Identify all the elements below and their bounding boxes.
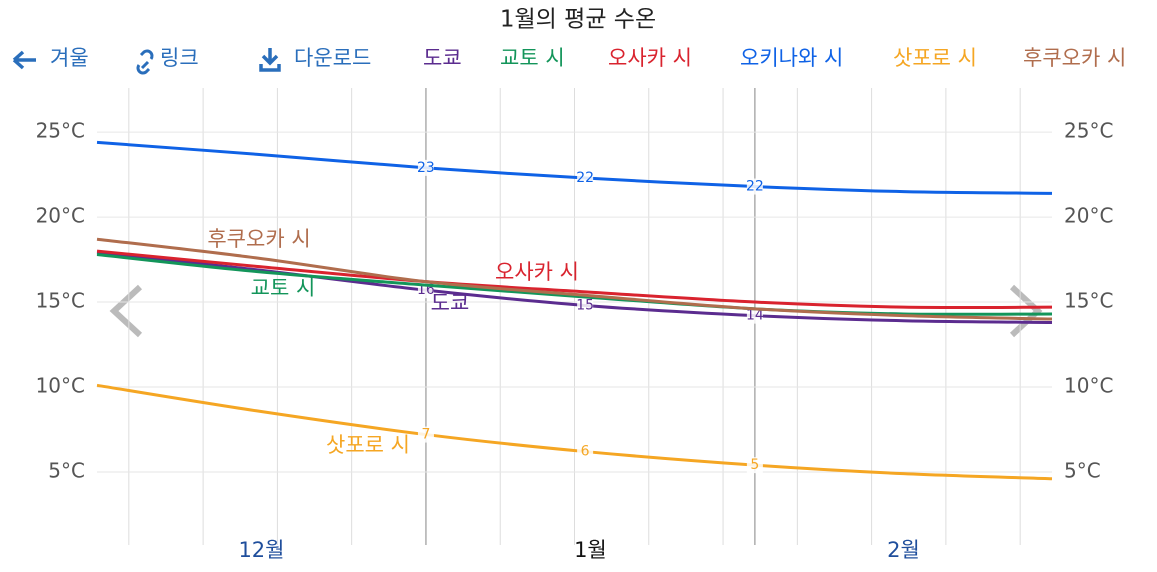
y2-tick-label: 5°C <box>1064 458 1101 482</box>
value-label-bg <box>746 307 763 324</box>
prev-arrow[interactable] <box>109 284 143 338</box>
y-tick-label: 5°C <box>48 458 85 482</box>
back-icon <box>12 50 36 70</box>
legend-item[interactable]: 오키나와 시 <box>740 46 843 70</box>
link-label: 링크 <box>160 46 199 70</box>
value-label-bg <box>577 170 594 187</box>
value-label-bg <box>417 159 434 176</box>
back-button[interactable]: 겨울 <box>12 46 89 70</box>
value-label: 6 <box>581 444 590 460</box>
link-icon <box>136 49 154 75</box>
download-label: 다운로드 <box>294 46 371 70</box>
y2-tick-label: 25°C <box>1064 119 1113 143</box>
download-button[interactable]: 다운로드 <box>259 46 371 72</box>
value-label: 5 <box>750 457 759 473</box>
next-arrow[interactable] <box>1009 284 1043 338</box>
value-label-bg <box>577 443 594 460</box>
value-label: 23 <box>417 160 435 176</box>
x-tick-label: 1월 <box>574 538 607 562</box>
value-label-bg <box>746 457 763 474</box>
value-label-bg <box>577 297 594 314</box>
legend-item[interactable]: 도쿄 <box>423 46 462 70</box>
series-line <box>96 252 1053 316</box>
y-tick-label: 10°C <box>36 374 85 398</box>
series-annotation: 교토 시 <box>251 276 316 300</box>
series-annotation: 후쿠오카 시 <box>207 227 310 251</box>
legend-item[interactable]: 교토 시 <box>500 46 565 70</box>
y2-tick-label: 10°C <box>1064 374 1113 398</box>
y-tick-label: 25°C <box>36 119 85 143</box>
value-label: 15 <box>576 297 594 313</box>
y2-tick-label: 20°C <box>1064 204 1113 228</box>
link-button[interactable]: 링크 <box>136 46 199 75</box>
value-label: 14 <box>746 308 764 324</box>
y-tick-label: 15°C <box>36 289 85 313</box>
series-annotation: 오사카 시 <box>495 260 579 284</box>
back-label: 겨울 <box>50 46 89 70</box>
legend-item[interactable]: 후쿠오카 시 <box>1023 46 1126 70</box>
legend-item[interactable]: 오사카 시 <box>608 46 692 70</box>
y2-tick-label: 15°C <box>1064 289 1113 313</box>
chart-title: 1월의 평균 수온 <box>500 7 656 33</box>
series-line <box>96 237 1053 321</box>
download-icon <box>259 48 281 72</box>
series-line <box>96 249 1053 310</box>
series-annotation: 도쿄 <box>431 291 470 315</box>
x-tick-label: 2월 <box>887 538 920 562</box>
series-annotation: 삿포로 시 <box>326 433 410 457</box>
value-label-bg <box>417 426 434 443</box>
value-label-bg <box>746 178 763 195</box>
legend-item[interactable]: 삿포로 시 <box>893 46 977 70</box>
y-tick-label: 20°C <box>36 204 85 228</box>
value-label: 22 <box>576 170 594 186</box>
value-label: 22 <box>746 179 764 195</box>
x-tick-label: 12월 <box>238 538 284 562</box>
value-label: 7 <box>421 427 430 443</box>
